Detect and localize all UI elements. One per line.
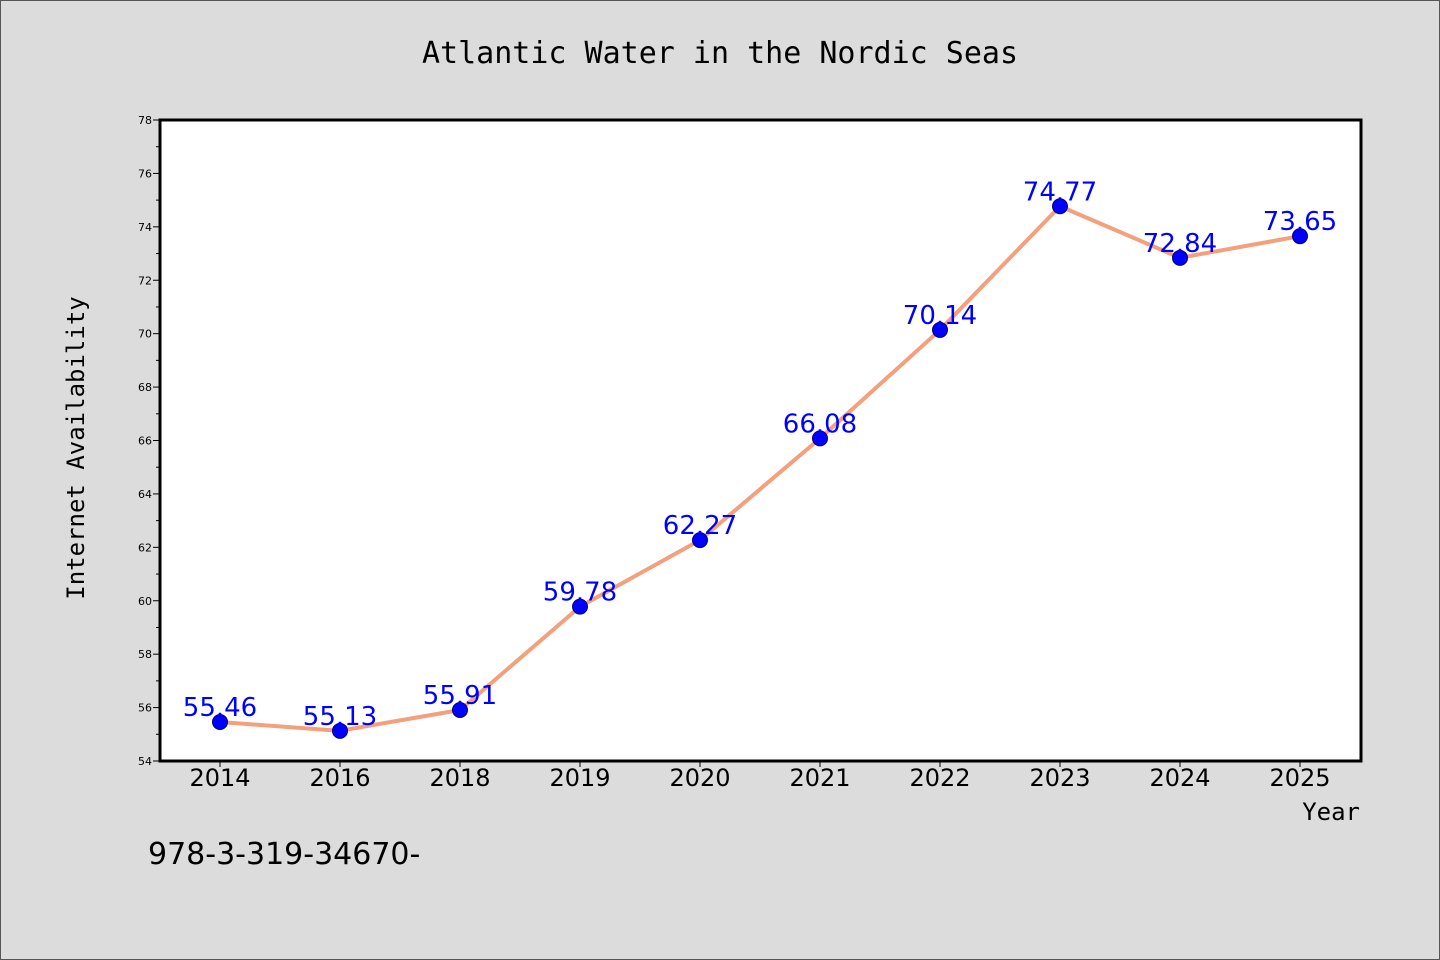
data-label: 62.27 bbox=[663, 511, 737, 541]
data-point bbox=[812, 430, 828, 447]
y-tick-label: 76 bbox=[138, 167, 152, 180]
y-tick-label: 54 bbox=[138, 755, 152, 768]
x-tick-label: 2020 bbox=[669, 764, 730, 792]
data-label: 70.14 bbox=[903, 301, 977, 331]
y-tick-label: 74 bbox=[138, 221, 152, 234]
data-point bbox=[212, 714, 228, 731]
x-tick-label: 2023 bbox=[1029, 764, 1090, 792]
data-label: 55.46 bbox=[183, 693, 257, 723]
data-point bbox=[332, 722, 348, 739]
x-tick-label: 2022 bbox=[909, 764, 970, 792]
data-label: 55.13 bbox=[303, 702, 377, 732]
x-tick-label: 2021 bbox=[789, 764, 850, 792]
y-tick-label: 64 bbox=[138, 488, 152, 501]
x-tick-label: 2018 bbox=[429, 764, 490, 792]
data-label: 74.77 bbox=[1023, 177, 1097, 207]
x-tick-label: 2025 bbox=[1269, 764, 1330, 792]
data-label: 59.78 bbox=[543, 578, 617, 608]
y-tick-label: 78 bbox=[138, 114, 152, 127]
y-tick-label: 62 bbox=[138, 541, 152, 554]
y-axis: 54 56 58 60 62 64 66 68 70 72 74 76 78 bbox=[138, 114, 160, 768]
data-point bbox=[1292, 228, 1308, 245]
data-label: 55.91 bbox=[423, 681, 497, 711]
x-tick-label: 2024 bbox=[1149, 764, 1210, 792]
data-point bbox=[692, 532, 708, 549]
series-line bbox=[218, 204, 1302, 733]
y-tick-label: 56 bbox=[138, 702, 152, 715]
chart-title: Atlantic Water in the Nordic Seas bbox=[422, 36, 1018, 71]
data-point bbox=[572, 598, 588, 615]
footnote-text: 978-3-319-34670- bbox=[148, 837, 420, 872]
data-point bbox=[1172, 249, 1188, 266]
y-tick-label: 66 bbox=[138, 435, 152, 448]
x-tick-label: 2014 bbox=[189, 764, 250, 792]
data-point bbox=[1052, 198, 1068, 215]
data-label: 66.08 bbox=[783, 409, 857, 439]
data-label: 72.84 bbox=[1143, 229, 1217, 259]
data-label: 73.65 bbox=[1263, 207, 1337, 237]
data-point bbox=[452, 701, 468, 718]
y-tick-label: 58 bbox=[138, 648, 152, 661]
x-axis-title: Year bbox=[1302, 798, 1360, 826]
x-axis: 2014 2016 2018 2019 2020 2021 2022 2023 2024 2025 bbox=[189, 761, 1331, 792]
y-tick-label: 70 bbox=[138, 328, 152, 341]
y-tick-label: 72 bbox=[138, 274, 152, 287]
y-tick-label: 68 bbox=[138, 381, 152, 394]
x-tick-label: 2019 bbox=[549, 764, 610, 792]
y-tick-label: 60 bbox=[138, 595, 152, 608]
data-point bbox=[932, 321, 948, 338]
plot-area bbox=[158, 118, 1363, 763]
y-axis-title: Internet Availability bbox=[62, 296, 90, 599]
series: 55.46 55.13 55.91 59.78 62.27 66.08 70.14 74.77… bbox=[183, 177, 1337, 739]
x-tick-label: 2016 bbox=[309, 764, 370, 792]
